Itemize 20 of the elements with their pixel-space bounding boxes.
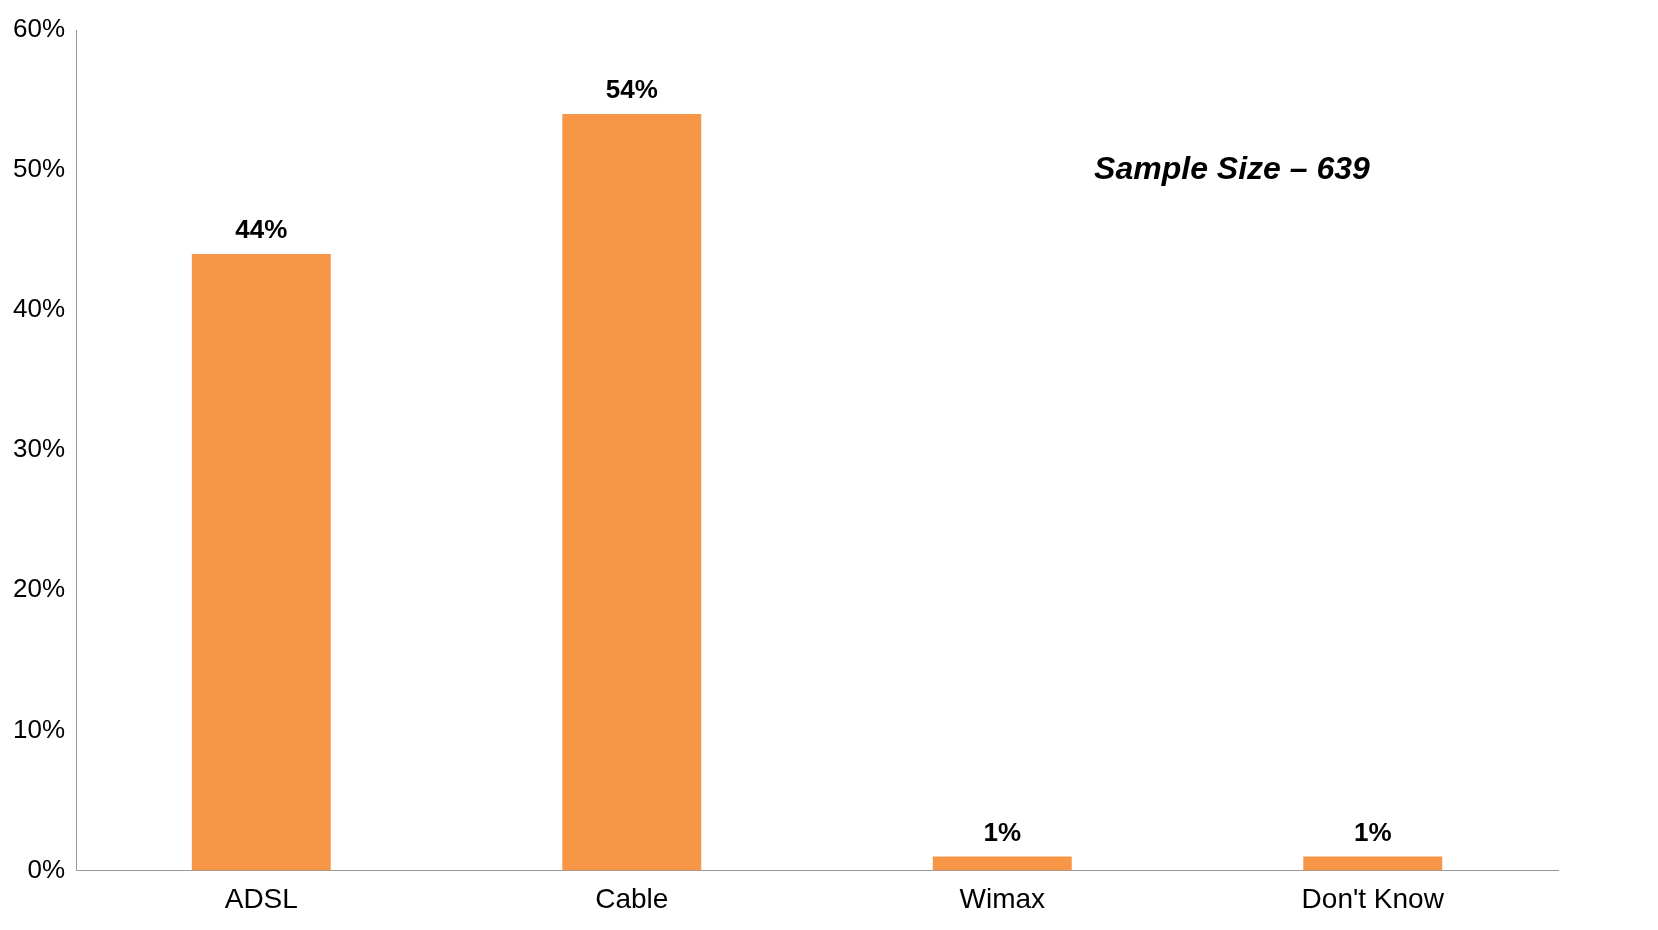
x-tick-label: Don't Know (1301, 882, 1445, 914)
bar (1303, 856, 1443, 871)
y-tick-label: 10% (12, 713, 66, 744)
x-tick-label: Cable (595, 882, 669, 914)
y-tick-label: 30% (12, 433, 66, 464)
y-tick-label: 0% (27, 853, 66, 884)
x-tick-label: Wimax (959, 882, 1046, 914)
bar (191, 254, 331, 871)
bar (932, 856, 1072, 871)
data-label: 54% (605, 74, 658, 105)
data-label: 1% (983, 816, 1022, 847)
y-tick-label: 20% (12, 573, 66, 604)
x-tick-label: ADSL (224, 882, 298, 914)
data-label: 44% (235, 214, 288, 245)
annotation: Sample Size – 639 (1094, 149, 1371, 186)
y-tick-label: 60% (12, 13, 66, 44)
y-tick-label: 40% (12, 293, 66, 324)
bar (562, 114, 702, 871)
data-label: 1% (1353, 816, 1392, 847)
y-tick-label: 50% (12, 153, 66, 184)
